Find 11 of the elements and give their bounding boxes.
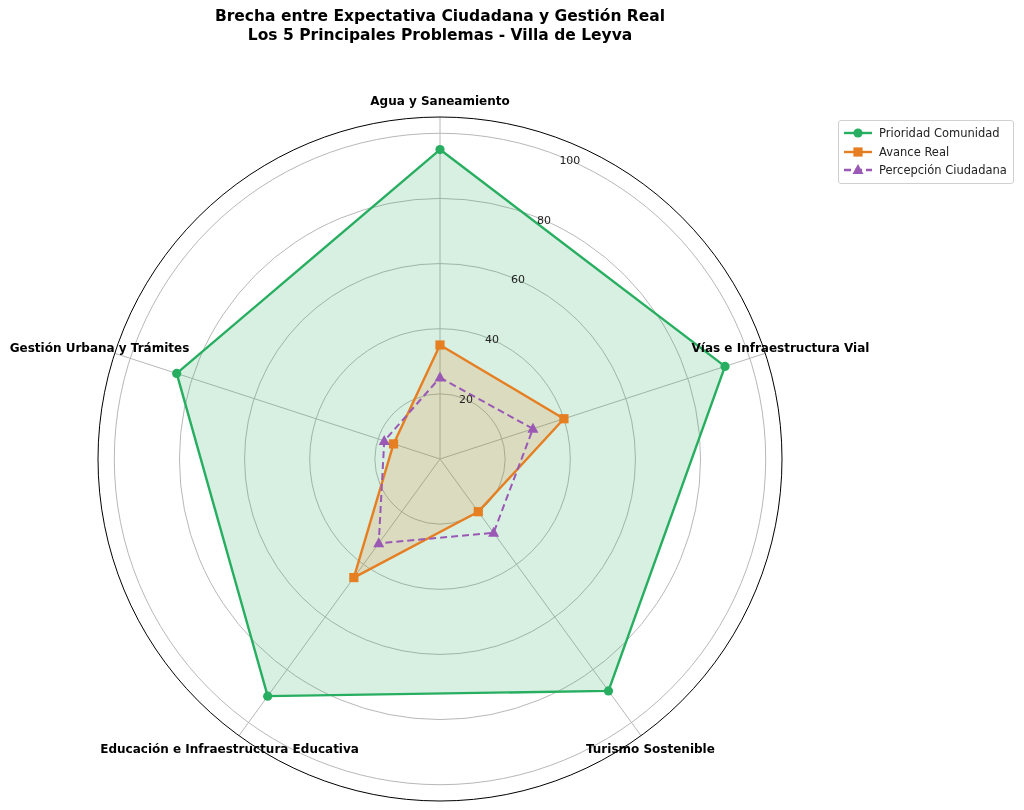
- y-tick-label: 80: [536, 213, 551, 227]
- legend-label: Avance Real: [879, 144, 950, 159]
- y-tick-label: 60: [510, 273, 525, 287]
- legend-label: Prioridad Comunidad: [879, 126, 1000, 141]
- legend-label: Percepción Ciudadana: [879, 163, 1007, 178]
- chart-title: Brecha entre Expectativa Ciudadana y Gestión Real Los 5 Principales Problemas - Villa de Leyva: [213, 7, 667, 45]
- y-tick-label: 40: [484, 333, 499, 347]
- spoke-label: Gestión Urbana y Trámites: [9, 341, 190, 356]
- y-tick-label: 100: [559, 153, 581, 167]
- y-tick-label: 20: [458, 392, 473, 406]
- spoke-label: Agua y Saneamiento: [370, 94, 510, 108]
